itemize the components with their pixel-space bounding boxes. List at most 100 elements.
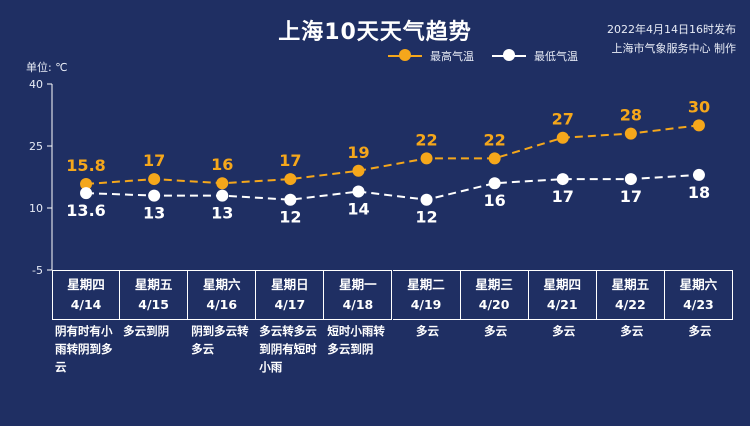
high-temp-data-label: 22 — [415, 130, 437, 149]
day-cell: 星期六 4/16 — [188, 270, 257, 320]
day-weekday: 星期六 — [679, 277, 718, 292]
weather-text-line: 多云转多云 — [259, 324, 317, 338]
day-weather-description: 多云 — [464, 322, 528, 340]
x-tick-label: 4/16 — [206, 297, 238, 312]
high-temp-point — [80, 178, 93, 191]
legend-high-label: 最高气温 — [430, 50, 474, 63]
high-temp-data-label: 27 — [552, 110, 574, 129]
day-weekday: 星期三 — [475, 277, 513, 292]
weather-text-line: 多云到阴 — [123, 324, 170, 338]
y-tick-label: 40 — [29, 78, 43, 91]
legend-high-marker-icon — [399, 49, 411, 61]
high-temp-data-label: 16 — [211, 155, 233, 174]
weather-text-line: 到阴有短时 — [259, 342, 317, 356]
low-temp-point — [556, 173, 569, 186]
high-temp-point — [692, 119, 705, 132]
weather-text-line: 阴有时有小 — [55, 324, 113, 338]
day-weekday: 星期一 — [339, 277, 377, 292]
high-temp-point — [624, 127, 637, 140]
x-tick-label: 4/15 — [138, 297, 169, 312]
day-weather-description: 多云 — [600, 322, 664, 340]
publish-source: 上海市气象服务中心 制作 — [611, 42, 737, 55]
x-tick-label: 4/18 — [342, 297, 374, 312]
low-temp-point — [420, 193, 433, 206]
low-temp-point — [692, 168, 705, 181]
x-tick-label: 4/21 — [546, 297, 578, 312]
y-tick-label: 10 — [29, 202, 43, 215]
y-tick-label: 25 — [29, 140, 43, 153]
low-temp-data-label: 16 — [484, 191, 506, 210]
high-temp-data-label: 17 — [143, 151, 165, 170]
day-cell: 星期日 4/17 — [256, 270, 325, 320]
low-temp-data-label: 13 — [211, 204, 233, 223]
high-temp-point — [216, 177, 229, 190]
weather-text-line: 多云 — [620, 324, 644, 338]
high-temp-data-label: 19 — [347, 143, 369, 162]
y-tick-label: -5 — [32, 264, 43, 277]
high-temp-point — [352, 164, 365, 177]
y-axis-unit-label: 单位: ℃ — [26, 61, 68, 74]
low-temp-data-label: 12 — [415, 208, 437, 227]
high-temp-point — [148, 173, 161, 186]
day-weekday: 星期二 — [407, 277, 445, 292]
low-temp-data-label: 13 — [143, 204, 165, 223]
x-tick-label: 4/22 — [615, 297, 646, 312]
x-tick-label: 4/23 — [683, 297, 714, 312]
day-weather-description: 多云 — [668, 322, 732, 340]
day-weather-description: 多云到阴 — [123, 322, 187, 340]
day-weather-description: 阴到多云转 多云 — [191, 322, 255, 358]
low-temp-point — [148, 189, 161, 202]
low-temp-data-label: 17 — [552, 187, 574, 206]
x-tick-label: 4/14 — [70, 297, 102, 312]
day-cell: 星期一 4/18 — [324, 270, 393, 320]
low-temp-data-label: 13.6 — [66, 201, 105, 220]
high-temp-data-label: 22 — [484, 130, 506, 149]
publish-time: 2022年4月14日16时发布 — [607, 23, 736, 36]
low-temp-point — [216, 189, 229, 202]
day-cell: 星期五 4/15 — [120, 270, 189, 320]
low-temp-data-label: 17 — [620, 187, 642, 206]
day-weather-description: 多云转多云到阴有短时小雨 — [259, 322, 323, 376]
day-table: 星期四 4/14 星期五 4/15 星期六 4/16 星期日 4/17 星期一 4/18 星期二 4/… — [52, 270, 733, 320]
low-temp-point — [624, 173, 637, 186]
day-weekday: 星期四 — [543, 277, 581, 292]
weather-text-line: 多云 — [552, 324, 576, 338]
low-temp-series-line — [85, 173, 699, 201]
weather-text-line: 多云 — [484, 324, 508, 338]
weather-text-line: 短时小雨转 — [327, 324, 385, 338]
publish-info: 2022年4月14日16时发布 上海市气象服务中心 制作 — [607, 20, 736, 58]
high-temp-data-label: 17 — [279, 151, 301, 170]
chart-title: 上海10天天气趋势 — [278, 20, 472, 45]
high-temp-series-line — [85, 124, 700, 185]
day-weather-description: 多云 — [532, 322, 596, 340]
weather-text-line: 多云 — [688, 324, 712, 338]
low-temp-data-label: 18 — [688, 183, 710, 202]
legend-low-marker-icon — [503, 49, 515, 61]
weather-text-line: 多云 — [416, 324, 440, 338]
day-cell: 星期二 4/19 — [392, 270, 461, 320]
low-temp-point — [352, 185, 365, 198]
day-weekday: 星期日 — [271, 277, 309, 292]
high-temp-point — [284, 173, 297, 186]
day-cell: 星期四 4/14 — [52, 270, 121, 320]
x-tick-label: 4/17 — [274, 297, 306, 312]
day-weather-description: 多云 — [396, 322, 460, 340]
day-cell: 星期六 4/23 — [664, 270, 733, 320]
x-tick-label: 4/20 — [478, 297, 510, 312]
day-weather-description: 短时小雨转 多云到阴 — [327, 322, 391, 358]
day-cell: 星期四 4/21 — [528, 270, 597, 320]
high-temp-data-label: 15.8 — [66, 156, 105, 175]
legend-low-label: 最低气温 — [534, 50, 578, 63]
weather-text-line: 小雨 — [259, 360, 283, 374]
low-temp-point — [284, 193, 297, 206]
high-temp-data-label: 28 — [620, 106, 642, 125]
day-weekday: 星期六 — [202, 277, 241, 292]
high-temp-point — [556, 131, 569, 144]
low-temp-point — [80, 187, 93, 200]
low-temp-data-label: 12 — [279, 208, 301, 227]
day-weather-description: 阴有时有小 雨转阴到多云 — [55, 322, 119, 376]
high-temp-point — [420, 152, 433, 165]
low-temp-point — [488, 177, 501, 190]
weather-text-line: 阴到多云转 — [191, 324, 249, 338]
weather-text-line: 多云 — [191, 342, 215, 356]
